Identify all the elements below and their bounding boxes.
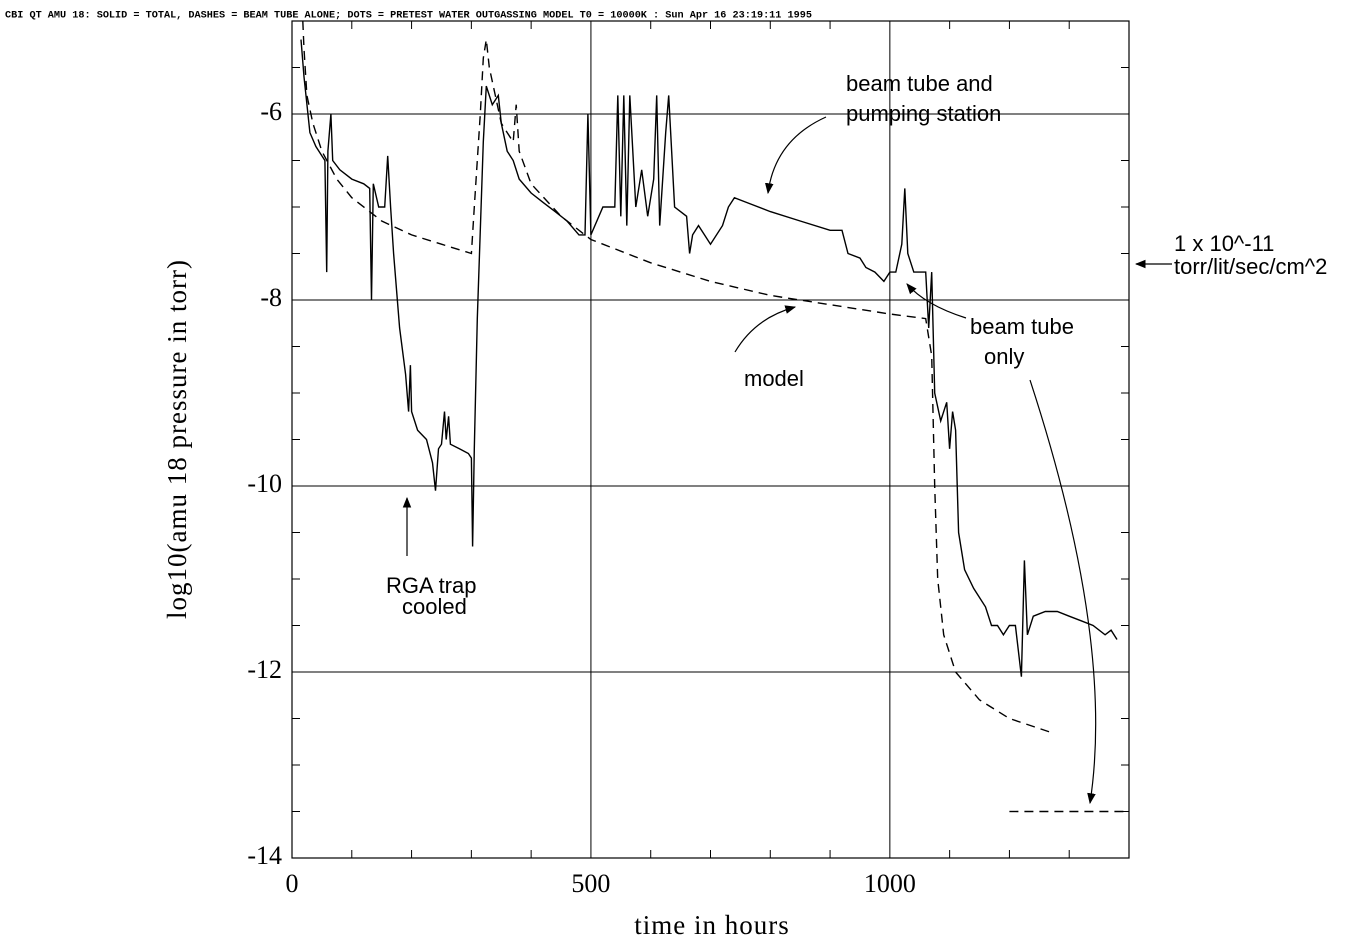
annotation: model (744, 366, 804, 391)
data-line (302, 20, 1052, 734)
y-tick-label: -10 (247, 469, 282, 498)
x-tick-label: 500 (571, 869, 610, 898)
annotation: torr/lit/sec/cm^2 (1174, 254, 1327, 279)
annotation: cooled (402, 594, 467, 619)
arrow (1029, 379, 1097, 805)
y-tick-label: -14 (247, 841, 282, 870)
annotation: pumping station (846, 101, 1001, 126)
y-tick-label: -6 (260, 97, 282, 126)
arrow (764, 116, 827, 195)
annotation: only (984, 344, 1024, 369)
y-axis-label: log10(amu 18 pressure in torr) (162, 259, 192, 619)
annotation: beam tube (970, 314, 1074, 339)
arrow (906, 283, 967, 319)
x-tick-label: 1000 (864, 869, 916, 898)
annotation-arrows (402, 116, 1172, 805)
plot-frame (291, 20, 1130, 859)
data-line (300, 39, 1118, 677)
x-axis-label: time in hours (634, 910, 790, 940)
y-tick-label: -12 (247, 655, 282, 684)
chart-title: CBI QT AMU 18: SOLID = TOTAL, DASHES = B… (5, 11, 812, 22)
arrow (734, 305, 797, 353)
y-tick-label: -8 (260, 283, 282, 312)
annotation: RGA trap (386, 573, 476, 598)
annotation: beam tube and (846, 71, 993, 96)
x-tick-label: 0 (286, 869, 299, 898)
annotation: 1 x 10^-11 (1174, 231, 1274, 256)
